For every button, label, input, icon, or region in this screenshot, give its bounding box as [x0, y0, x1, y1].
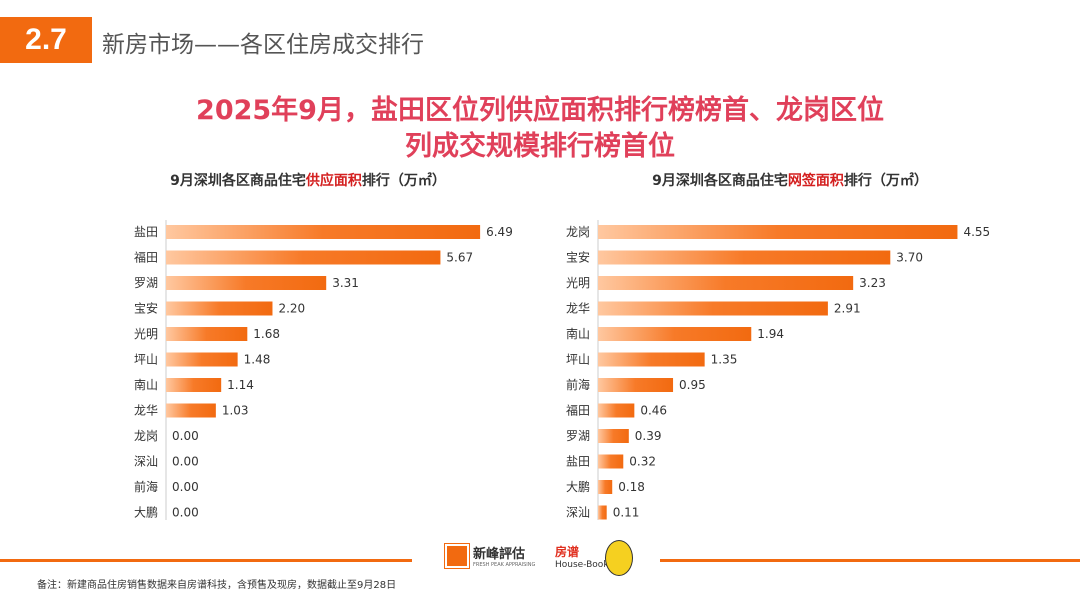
chart-title-supply: 9月深圳各区商品住宅供应面积排行（万㎡）: [170, 173, 446, 189]
data-label: 0.00: [172, 429, 199, 443]
data-label: 1.94: [757, 327, 784, 341]
category-label: 光明: [134, 327, 158, 341]
data-label: 0.39: [635, 429, 662, 443]
bar: [598, 327, 752, 341]
data-label: 3.31: [332, 276, 359, 290]
bar: [166, 250, 441, 265]
house-book-logo: 房谱 House-Book: [555, 543, 609, 570]
data-label: 0.18: [618, 480, 645, 494]
data-label: 1.35: [711, 353, 738, 367]
data-label: 1.48: [244, 353, 271, 367]
bar: [166, 327, 248, 341]
bee-mascot-icon: [605, 540, 633, 576]
logo1-text: 新峰評估: [473, 547, 526, 562]
headline-line2: 列成交规模排行榜首位: [405, 131, 675, 162]
category-label: 盐田: [566, 455, 590, 469]
bar: [166, 352, 238, 367]
category-label: 南山: [566, 326, 590, 341]
category-label: 罗湖: [566, 428, 590, 443]
data-label: 3.70: [896, 251, 923, 265]
data-label: 0.46: [640, 404, 667, 418]
data-label: 0.00: [172, 506, 199, 520]
category-label: 龙岗: [566, 225, 590, 239]
category-label: 龙华: [566, 302, 590, 316]
data-label: 6.49: [486, 225, 513, 239]
bar: [598, 301, 828, 316]
data-label: 1.03: [222, 404, 249, 418]
category-label: 深汕: [134, 455, 158, 469]
logo2-text: 房谱: [555, 545, 580, 559]
category-label: 福田: [134, 250, 158, 265]
data-label: 0.95: [679, 378, 706, 392]
data-label: 1.68: [253, 327, 280, 341]
section-number-badge: 2.7: [0, 17, 92, 63]
data-label: 0.11: [613, 506, 640, 520]
supply-area-chart: 盐田 6.49 福田 5.67 罗湖 3.31 宝安 2.20 光明 1.68 坪山 1.48 南山 1.…: [134, 220, 513, 520]
logo1-sub: FRESH PEAK APPRAISING: [473, 562, 536, 568]
bar: [598, 480, 613, 494]
logo2-sub: House-Book: [555, 560, 609, 570]
bar: [166, 301, 273, 316]
bar: [598, 225, 958, 239]
bar: [166, 276, 327, 290]
category-label: 坪山: [566, 353, 590, 367]
category-label: 深汕: [566, 506, 590, 520]
category-label: 光明: [566, 276, 590, 290]
logo-square-icon: [444, 542, 470, 569]
data-label: 0.32: [629, 455, 656, 469]
category-label: 龙华: [134, 404, 158, 418]
data-label: 2.91: [834, 302, 861, 316]
data-label: 3.23: [859, 276, 886, 290]
category-label: 宝安: [566, 250, 590, 265]
category-label: 大鹏: [566, 480, 590, 494]
bar: [598, 378, 674, 392]
category-label: 盐田: [134, 225, 158, 239]
footer-divider-left: [0, 559, 412, 562]
bar: [598, 505, 607, 520]
category-label: 南山: [134, 377, 158, 392]
category-label: 宝安: [134, 301, 158, 316]
category-label: 坪山: [134, 353, 158, 367]
bar: [166, 378, 222, 392]
category-label: 前海: [566, 377, 590, 392]
bar: [166, 225, 481, 239]
bar: [598, 403, 635, 418]
bar: [598, 454, 624, 469]
data-label: 0.00: [172, 480, 199, 494]
data-label: 2.20: [278, 302, 305, 316]
bar: [598, 250, 891, 265]
data-label: 4.55: [963, 225, 990, 239]
sales-area-chart: 龙岗 4.55 宝安 3.70 光明 3.23 龙华 2.91 南山 1.94 坪山 1.35 前海 0.…: [566, 220, 990, 520]
section-title: 新房市场——各区住房成交排行: [102, 32, 424, 58]
category-label: 罗湖: [134, 275, 158, 290]
bar: [598, 276, 854, 290]
data-label: 0.00: [172, 455, 199, 469]
footer-divider-right: [660, 559, 1080, 562]
fresh-peak-logo: 新峰評估 FRESH PEAK APPRAISING: [444, 542, 536, 569]
data-label: 5.67: [446, 251, 473, 265]
headline-line1: 2025年9月，盐田区位列供应面积排行榜榜首、龙岗区位: [196, 95, 884, 126]
category-label: 福田: [566, 403, 590, 418]
bar: [598, 352, 705, 367]
footnote: 备注：新建商品住房销售数据来自房谱科技，含预售及现房，数据截止至9月28日: [37, 580, 397, 591]
bar: [598, 429, 629, 443]
bar: [166, 403, 216, 418]
category-label: 大鹏: [134, 506, 158, 520]
chart-title-sales: 9月深圳各区商品住宅网签面积排行（万㎡）: [652, 173, 928, 189]
category-label: 龙岗: [134, 429, 158, 443]
category-label: 前海: [134, 479, 158, 494]
data-label: 1.14: [227, 378, 254, 392]
